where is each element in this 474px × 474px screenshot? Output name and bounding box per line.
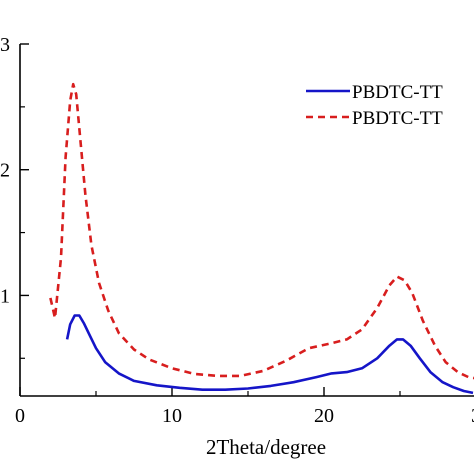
y-tick-label: 2 xyxy=(0,160,10,182)
x-tick-label: 3 xyxy=(471,405,474,427)
x-tick-label: 20 xyxy=(314,405,334,427)
legend-label-2: PBDTC-TT xyxy=(352,108,443,129)
series-line-2 xyxy=(49,82,474,380)
series-line-1 xyxy=(65,314,474,395)
legend-label-1: PBDTC-TT xyxy=(352,82,443,103)
y-tick-label: 3 xyxy=(0,34,10,56)
y-tick-label: 1 xyxy=(0,285,10,307)
series-layer xyxy=(49,82,474,395)
axis-ticks: 0 10 20 3 1 2 3 xyxy=(0,34,474,427)
x-tick-label: 10 xyxy=(162,405,182,427)
x-axis-label: 2Theta/degree xyxy=(206,435,326,459)
legend: PBDTC-TT PBDTC-TT xyxy=(306,82,443,129)
x-tick-label: 0 xyxy=(15,405,25,427)
